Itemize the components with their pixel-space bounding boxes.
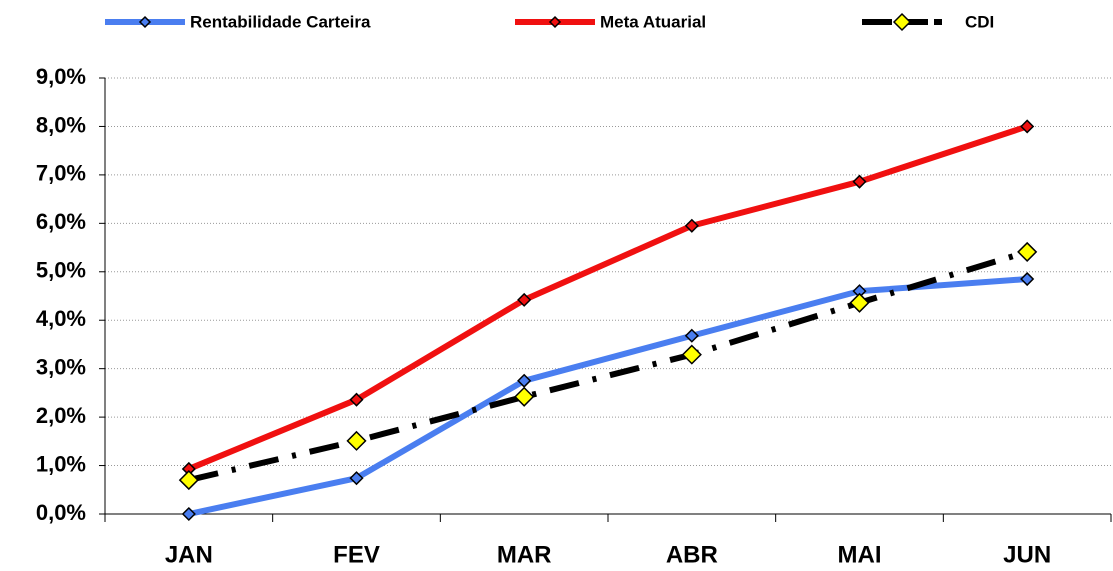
y-tick-label: 4,0%	[36, 306, 86, 331]
x-tick-label: JUN	[1003, 541, 1051, 568]
y-tick-label: 3,0%	[36, 354, 86, 379]
series-line	[188, 276, 1028, 517]
y-tick-label: 2,0%	[36, 403, 86, 428]
legend-label: Rentabilidade Carteira	[190, 12, 371, 31]
marker	[181, 506, 196, 522]
legend-marker	[892, 12, 912, 32]
legend-label: Meta Atuarial	[600, 12, 706, 31]
marker	[681, 344, 702, 365]
x-tick-label: ABR	[666, 541, 718, 568]
marker	[852, 174, 867, 189]
series-line	[187, 123, 1029, 472]
x-tick-label: MAR	[497, 541, 552, 568]
marker	[1017, 241, 1038, 262]
x-tick-label: MAI	[838, 541, 882, 568]
x-tick-label: JAN	[165, 541, 213, 568]
marker	[349, 392, 364, 407]
marker	[514, 386, 535, 407]
series-line	[188, 249, 1029, 484]
y-tick-label: 6,0%	[36, 209, 86, 234]
legend-marker	[548, 15, 562, 29]
marker	[1020, 271, 1035, 287]
marker	[349, 471, 364, 486]
legend-marker	[138, 15, 152, 29]
y-tick-label: 5,0%	[36, 258, 86, 283]
y-tick-label: 1,0%	[36, 451, 86, 476]
marker	[849, 292, 870, 313]
marker	[684, 218, 699, 233]
marker	[684, 328, 699, 343]
marker	[1020, 119, 1035, 134]
y-tick-label: 7,0%	[36, 161, 86, 186]
marker	[517, 292, 532, 307]
y-tick-label: 0,0%	[36, 500, 86, 525]
marker	[178, 470, 199, 491]
x-tick-label: FEV	[333, 541, 380, 568]
y-tick-label: 9,0%	[36, 64, 86, 89]
marker	[346, 430, 367, 451]
y-tick-label: 8,0%	[36, 112, 86, 137]
legend-label: CDI	[965, 12, 994, 31]
